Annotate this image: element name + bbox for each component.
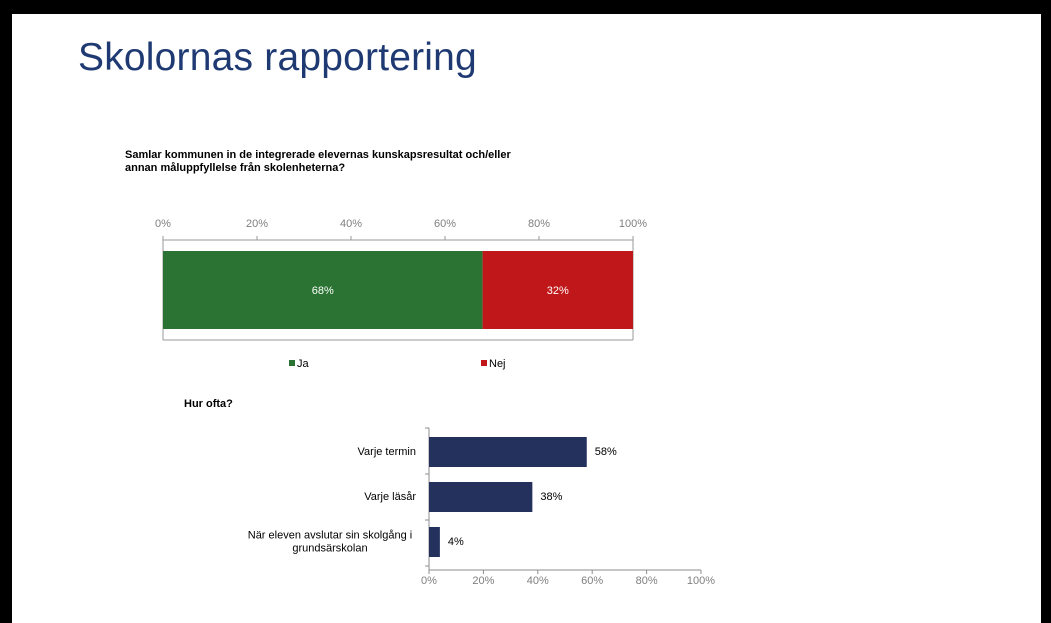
chart2-title: Hur ofta? xyxy=(184,398,233,410)
chart2-data-label: 4% xyxy=(448,536,464,548)
chart2-category-label: Varje termin xyxy=(358,446,416,458)
chart1-tick-label: 60% xyxy=(434,218,456,230)
chart2-data-label: 38% xyxy=(540,491,562,503)
chart1-legend-swatch-ja xyxy=(289,360,295,366)
chart1-bar-nej xyxy=(482,251,633,329)
chart1-tick-label: 20% xyxy=(246,218,268,230)
chart1-tick-label: 0% xyxy=(155,218,171,230)
chart2-data-label: 58% xyxy=(595,446,617,458)
chart1-legend-label-nej: Nej xyxy=(489,358,506,370)
chart2-bar xyxy=(429,482,533,512)
chart2-bar xyxy=(429,527,440,557)
chart2-bar xyxy=(429,437,587,467)
chart2-tick-label: 0% xyxy=(421,575,437,587)
chart2-tick-label: 20% xyxy=(472,575,494,587)
chart1-title: Samlar kommunen in de integrerade elever… xyxy=(125,149,511,174)
chart1-legend-swatch-nej xyxy=(481,360,487,366)
chart1-tick-label: 40% xyxy=(340,218,362,230)
slide-title: Skolornas rapportering xyxy=(78,36,477,79)
chart1-tick-label: 80% xyxy=(528,218,550,230)
chart2-tick-label: 60% xyxy=(581,575,603,587)
chart1-legend-label-ja: Ja xyxy=(297,358,310,370)
chart2-category-label: grundsärskolan xyxy=(292,543,367,555)
chart1-data-label-ja: 68% xyxy=(312,285,334,297)
chart1-tick-label: 100% xyxy=(619,218,647,230)
chart1-bar-ja xyxy=(163,251,483,329)
chart2-tick-label: 100% xyxy=(687,575,715,587)
chart2-tick-label: 40% xyxy=(527,575,549,587)
chart2-category-label: När eleven avslutar sin skolgång i xyxy=(248,530,412,542)
chart1-data-label-nej: 32% xyxy=(547,285,569,297)
chart2-tick-label: 80% xyxy=(636,575,658,587)
chart2-category-label: Varje läsår xyxy=(364,491,416,503)
